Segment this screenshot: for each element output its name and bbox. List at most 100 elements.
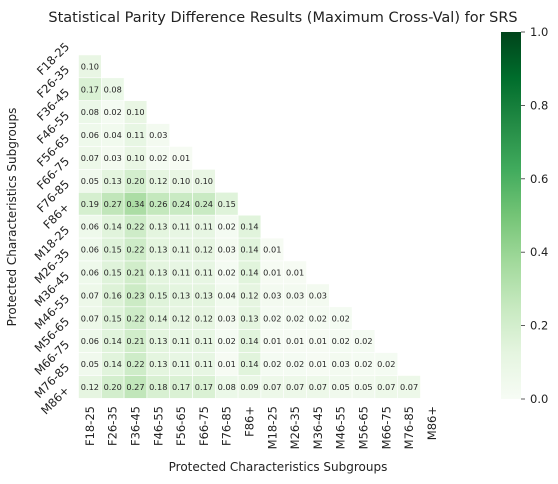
x-tick-label: M76-85 bbox=[402, 406, 416, 449]
cell-value-label: 0.14 bbox=[240, 359, 258, 369]
cell-value-label: 0.05 bbox=[81, 176, 99, 186]
cell-value-label: 0.10 bbox=[126, 107, 144, 117]
cell-value-label: 0.01 bbox=[309, 336, 327, 346]
cell-value-label: 0.11 bbox=[172, 336, 190, 346]
x-tick-label: M66-75 bbox=[379, 406, 393, 449]
cell-value-label: 0.10 bbox=[81, 61, 99, 71]
x-tick-label: F26-35 bbox=[106, 406, 120, 446]
colorbar bbox=[501, 32, 521, 399]
cell-value-label: 0.16 bbox=[104, 290, 122, 300]
x-tick-label: F36-45 bbox=[129, 406, 143, 446]
cell-value-label: 0.03 bbox=[309, 290, 327, 300]
cell-value-label: 0.09 bbox=[240, 382, 258, 392]
cell-value-label: 0.13 bbox=[195, 290, 213, 300]
cell-value-label: 0.26 bbox=[149, 199, 167, 209]
cell-value-label: 0.02 bbox=[332, 313, 350, 323]
cell-value-label: 0.11 bbox=[195, 222, 213, 232]
cell-value-label: 0.24 bbox=[195, 199, 213, 209]
cell-value-label: 0.14 bbox=[104, 359, 122, 369]
cell-value-label: 0.12 bbox=[172, 313, 190, 323]
cell-value-label: 0.12 bbox=[195, 313, 213, 323]
cell-value-label: 0.04 bbox=[104, 130, 122, 140]
cell-value-label: 0.15 bbox=[104, 313, 122, 323]
cell-value-label: 0.11 bbox=[126, 130, 144, 140]
x-tick-label: M18-25 bbox=[265, 406, 279, 449]
x-tick-label: F56-65 bbox=[174, 406, 188, 446]
x-tick-label: F86+ bbox=[243, 406, 257, 437]
cell-value-label: 0.02 bbox=[286, 313, 304, 323]
cell-value-label: 0.23 bbox=[126, 290, 144, 300]
cell-value-label: 0.01 bbox=[172, 153, 190, 163]
cell-value-label: 0.17 bbox=[195, 382, 213, 392]
cell-value-label: 0.02 bbox=[218, 267, 236, 277]
cell-value-label: 0.12 bbox=[149, 176, 167, 186]
cell-value-label: 0.24 bbox=[172, 199, 190, 209]
x-tick-label: F66-75 bbox=[197, 406, 211, 446]
cell-value-label: 0.02 bbox=[218, 336, 236, 346]
cell-value-label: 0.17 bbox=[81, 84, 99, 94]
cell-value-label: 0.03 bbox=[218, 245, 236, 255]
cell-value-label: 0.14 bbox=[104, 222, 122, 232]
cell-value-label: 0.14 bbox=[240, 336, 258, 346]
cell-value-label: 0.02 bbox=[149, 153, 167, 163]
cell-value-label: 0.13 bbox=[149, 267, 167, 277]
cell-value-label: 0.03 bbox=[104, 153, 122, 163]
cell-value-label: 0.01 bbox=[309, 359, 327, 369]
x-tick-label: M86+ bbox=[425, 406, 439, 440]
cell-value-label: 0.22 bbox=[126, 313, 144, 323]
cell-value-label: 0.17 bbox=[172, 382, 190, 392]
cell-value-label: 0.01 bbox=[263, 267, 281, 277]
x-tick-label: M36-45 bbox=[311, 406, 325, 449]
cell-value-label: 0.11 bbox=[172, 245, 190, 255]
cell-value-label: 0.08 bbox=[104, 84, 122, 94]
cell-value-label: 0.15 bbox=[104, 245, 122, 255]
colorbar-tick-label: 1.0 bbox=[530, 25, 548, 39]
cell-value-label: 0.20 bbox=[126, 176, 144, 186]
cell-value-label: 0.06 bbox=[81, 130, 99, 140]
cell-value-label: 0.34 bbox=[126, 199, 144, 209]
cell-value-label: 0.13 bbox=[149, 336, 167, 346]
cell-value-label: 0.05 bbox=[81, 359, 99, 369]
cell-value-label: 0.11 bbox=[172, 267, 190, 277]
cell-value-label: 0.11 bbox=[195, 336, 213, 346]
cell-value-label: 0.22 bbox=[126, 359, 144, 369]
cell-value-label: 0.01 bbox=[286, 336, 304, 346]
cell-value-label: 0.02 bbox=[354, 336, 372, 346]
cell-value-label: 0.01 bbox=[286, 267, 304, 277]
cell-value-label: 0.03 bbox=[218, 313, 236, 323]
cell-value-label: 0.07 bbox=[263, 382, 281, 392]
cell-value-label: 0.03 bbox=[149, 130, 167, 140]
cell-value-label: 0.01 bbox=[263, 245, 281, 255]
cell-value-label: 0.01 bbox=[263, 336, 281, 346]
y-tick-labels: F18-25F26-35F36-45F46-55F56-65F66-75F76-… bbox=[32, 40, 73, 418]
x-tick-label: M46-55 bbox=[334, 406, 348, 449]
x-tick-labels: F18-25 F26-35 F36-45 F46-55 F56-65 F66-75 F76-… bbox=[83, 406, 439, 449]
cell-value-label: 0.02 bbox=[354, 359, 372, 369]
cell-value-label: 0.07 bbox=[400, 382, 418, 392]
cell-value-label: 0.27 bbox=[104, 199, 122, 209]
cell-value-label: 0.13 bbox=[149, 245, 167, 255]
cell-value-label: 0.13 bbox=[240, 313, 258, 323]
cell-value-label: 0.15 bbox=[149, 290, 167, 300]
cell-value-label: 0.07 bbox=[81, 313, 99, 323]
cell-value-label: 0.07 bbox=[286, 382, 304, 392]
cell-value-label: 0.12 bbox=[81, 382, 99, 392]
cell-value-label: 0.07 bbox=[81, 153, 99, 163]
cell-value-label: 0.15 bbox=[218, 199, 236, 209]
cell-value-label: 0.12 bbox=[195, 245, 213, 255]
cell-value-label: 0.07 bbox=[377, 382, 395, 392]
cell-value-label: 0.22 bbox=[126, 222, 144, 232]
x-tick-label: F76-85 bbox=[220, 406, 234, 446]
colorbar-tick-label: 0.0 bbox=[530, 392, 548, 406]
colorbar-tick-label: 0.4 bbox=[530, 245, 548, 259]
cell-value-label: 0.02 bbox=[286, 359, 304, 369]
cell-value-label: 0.01 bbox=[218, 359, 236, 369]
cell-value-label: 0.11 bbox=[195, 359, 213, 369]
cell-value-label: 0.12 bbox=[240, 290, 258, 300]
cell-value-label: 0.06 bbox=[81, 245, 99, 255]
cell-value-label: 0.10 bbox=[195, 176, 213, 186]
cell-value-label: 0.11 bbox=[172, 359, 190, 369]
cell-value-label: 0.14 bbox=[149, 313, 167, 323]
cell-value-label: 0.20 bbox=[104, 382, 122, 392]
cell-value-label: 0.22 bbox=[126, 245, 144, 255]
